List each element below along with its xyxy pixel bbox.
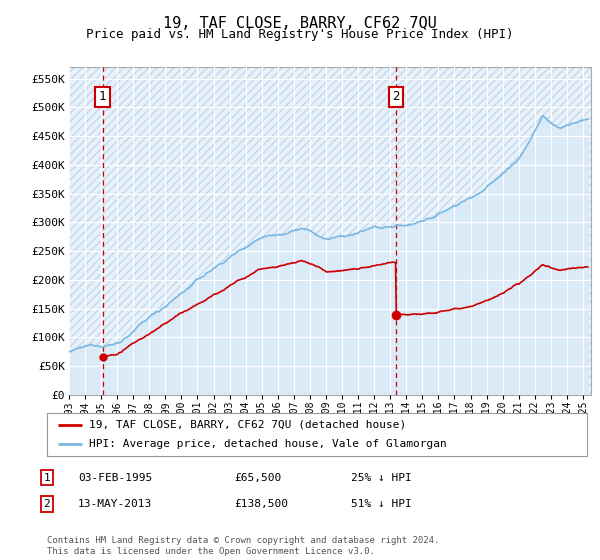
Text: £138,500: £138,500 [234,499,288,509]
Text: Price paid vs. HM Land Registry's House Price Index (HPI): Price paid vs. HM Land Registry's House … [86,28,514,41]
Text: 13-MAY-2013: 13-MAY-2013 [78,499,152,509]
Text: HPI: Average price, detached house, Vale of Glamorgan: HPI: Average price, detached house, Vale… [89,439,446,449]
Text: Contains HM Land Registry data © Crown copyright and database right 2024.
This d: Contains HM Land Registry data © Crown c… [47,536,439,556]
Text: 25% ↓ HPI: 25% ↓ HPI [351,473,412,483]
Text: 2: 2 [43,499,50,509]
Text: 19, TAF CLOSE, BARRY, CF62 7QU (detached house): 19, TAF CLOSE, BARRY, CF62 7QU (detached… [89,420,406,430]
Text: 2: 2 [392,90,400,103]
Text: 1: 1 [43,473,50,483]
Text: £65,500: £65,500 [234,473,281,483]
Text: 19, TAF CLOSE, BARRY, CF62 7QU: 19, TAF CLOSE, BARRY, CF62 7QU [163,16,437,31]
Text: 51% ↓ HPI: 51% ↓ HPI [351,499,412,509]
Text: 03-FEB-1995: 03-FEB-1995 [78,473,152,483]
Text: 1: 1 [99,90,106,103]
